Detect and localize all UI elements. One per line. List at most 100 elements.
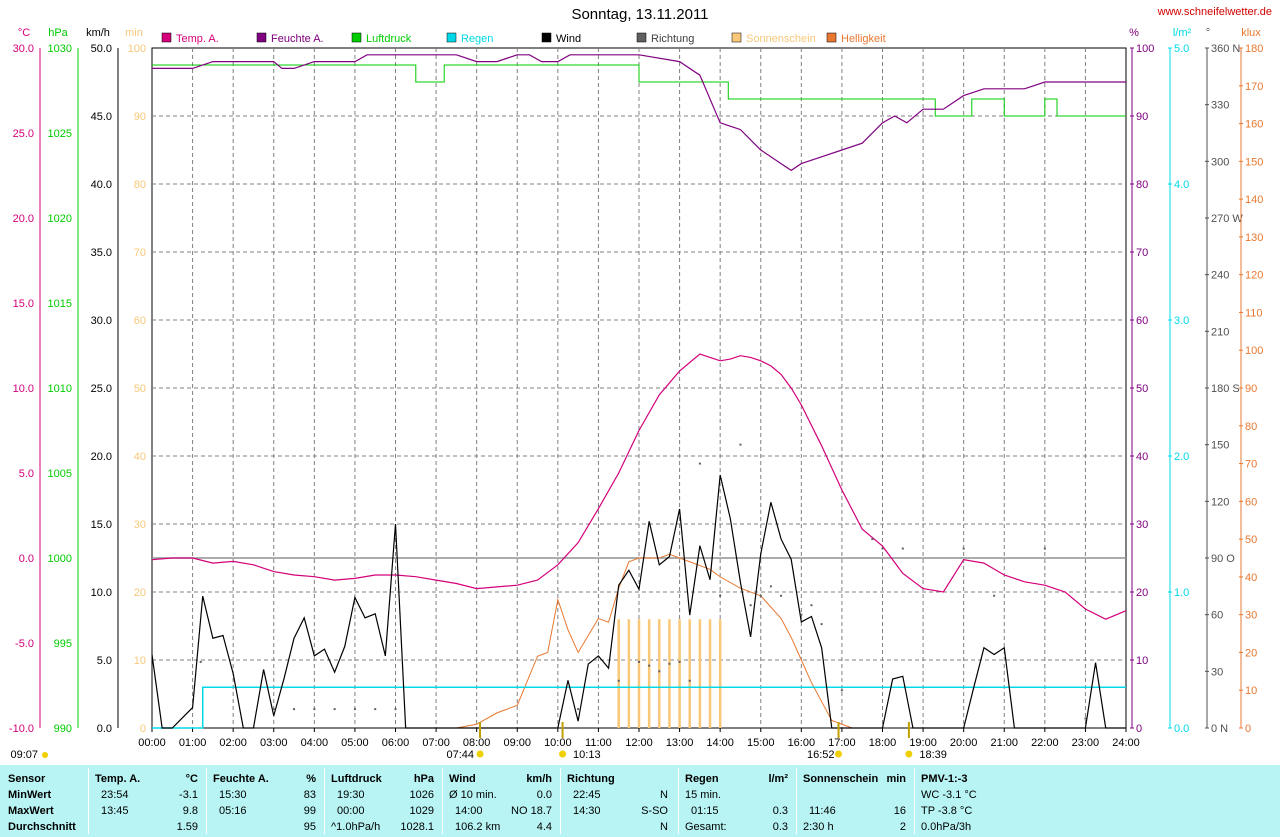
stats-pressure-unit: hPa (413, 773, 434, 785)
x-tick-label: 08:00 (463, 737, 491, 749)
pressure-axis-tick-label: 1020 (48, 213, 72, 225)
x-tick-label: 07:00 (422, 737, 450, 749)
max-marker-sun-icon (559, 750, 567, 758)
legend-swatch (826, 32, 837, 43)
lux-axis-tick-label: 140 (1245, 194, 1263, 206)
lux-axis-tick-label: 20 (1245, 647, 1257, 659)
direction-point (800, 613, 803, 616)
stats-rain-max-time: 01:15 (691, 805, 719, 817)
lux-axis-tick-label: 100 (1245, 345, 1263, 357)
wind-line (151, 474, 1126, 729)
pressure-axis-tick-label: 990 (54, 723, 72, 735)
direction-point (648, 664, 651, 667)
stats-direction-label: Richtung (567, 773, 615, 785)
humidity-axis-tick-label: 60 (1136, 315, 1148, 327)
stats-rain-total-label: Gesamt: (685, 821, 727, 833)
stats-row-avg: Durchschnitt (8, 821, 76, 833)
legend-label: Temp. A. (176, 33, 219, 45)
lux-axis-tick-label: 180 (1245, 43, 1263, 55)
direction-axis-tick-label: 270 W (1211, 213, 1243, 225)
direction-point (577, 708, 580, 711)
stats-humidity-min: 83 (303, 789, 316, 801)
stats-pressure-max-time: 00:00 (337, 805, 365, 817)
x-tick-label: 21:00 (990, 737, 1018, 749)
x-tick-label: 13:00 (666, 737, 694, 749)
x-tick-label: 14:00 (706, 737, 734, 749)
stats-sunshine-max: 16 (893, 805, 906, 817)
pressure-line (152, 64, 1126, 117)
legend-label: Luftdruck (366, 33, 412, 45)
legend-swatch (731, 32, 742, 43)
direction-point (688, 679, 691, 682)
wind-axis-tick-label: 20.0 (91, 451, 112, 463)
direction-axis-tick-label: 150 (1211, 440, 1229, 452)
start-sun-icon (42, 752, 48, 758)
direction-point (881, 547, 884, 550)
direction-axis-tick-label: 180 S (1211, 383, 1240, 395)
x-tick-label: 11:00 (585, 737, 612, 749)
direction-point (749, 604, 752, 607)
sunset-label: 16:52 (807, 749, 835, 761)
legend-label: Wind (556, 33, 581, 45)
stats-direction-avg: N (660, 821, 668, 833)
wind-axis-tick-label: 50.0 (91, 43, 112, 55)
wind-axis-tick-label: 5.0 (97, 655, 112, 667)
x-tick-label: 04:00 (301, 737, 329, 749)
x-tick-label: 22:00 (1031, 737, 1059, 749)
statistics-panel: Sensor MinWert MaxWert Durchschnitt Temp… (0, 765, 1280, 837)
chart-title: Sonntag, 13.11.2011 (571, 6, 709, 23)
rain-axis-tick-label: 4.0 (1174, 179, 1189, 191)
x-tick-label: 03:00 (260, 737, 288, 749)
lux-axis-tick-label: 0 (1245, 723, 1251, 735)
rain-axis-tick-label: 0.0 (1174, 723, 1189, 735)
stats-row-min: MinWert (8, 789, 52, 801)
humidity-axis-tick-label: 0 (1136, 723, 1142, 735)
website-link[interactable]: www.schneifelwetter.de (1157, 6, 1272, 18)
stats-sunshine-max-time: 11:46 (809, 805, 836, 817)
temp-axis-unit: °C (18, 27, 30, 39)
stats-pmv-label: PMV-1:-3 (921, 773, 968, 785)
lux-axis-tick-label: 130 (1245, 232, 1263, 244)
max-marker-label: 10:13 (573, 749, 601, 761)
direction-point (617, 679, 620, 682)
humidity-axis-tick-label: 100 (1136, 43, 1154, 55)
direction-point (293, 708, 296, 711)
legend-label: Helligkeit (841, 33, 886, 45)
x-tick-label: 18:00 (869, 737, 897, 749)
lux-axis-tick-label: 40 (1245, 572, 1257, 584)
stats-wind-label: Wind (449, 773, 476, 785)
direction-point (668, 662, 671, 665)
humidity-axis-tick-label: 30 (1136, 519, 1148, 531)
direction-point (810, 604, 813, 607)
lux-axis-tick-label: 170 (1245, 81, 1263, 93)
pressure-axis-tick-label: 1010 (48, 383, 72, 395)
direction-point (993, 594, 996, 597)
wind-axis-tick-label: 15.0 (91, 519, 112, 531)
stats-pressure-avg: 1028.1 (400, 821, 434, 833)
lux-axis-tick-label: 50 (1245, 534, 1257, 546)
x-tick-label: 15:00 (747, 737, 775, 749)
lux-axis-tick-label: 80 (1245, 421, 1257, 433)
stats-pressure-trend: ^1.0hPa/h (331, 821, 381, 833)
direction-point (769, 585, 772, 588)
humidity-axis-tick-label: 80 (1136, 179, 1148, 191)
stats-pressure-min-time: 19:30 (337, 789, 365, 801)
legend-label: Feuchte A. (271, 33, 324, 45)
legend-swatch (351, 32, 362, 43)
stats-humidity-column: Feuchte A. % 15:30 83 05:16 99 95 (207, 765, 324, 837)
pressure-axis-tick-label: 1000 (48, 553, 72, 565)
direction-point (313, 708, 316, 711)
direction-point (719, 594, 722, 597)
x-tick-label: 05:00 (341, 737, 369, 749)
stats-pressure-label: Luftdruck (331, 773, 382, 785)
stats-humidity-max: 99 (303, 805, 316, 817)
temp-axis-tick-label: -5.0 (15, 638, 34, 650)
brightness-line (456, 553, 863, 729)
humidity-axis-unit: % (1129, 27, 1139, 39)
direction-point (759, 594, 762, 597)
direction-point (901, 547, 904, 550)
stats-temp-max: 9.8 (182, 805, 198, 817)
stats-rain-column: Regen l/m² 15 min. 01:15 0.3 Gesamt: 0.3 (679, 765, 796, 837)
stats-humidity-max-time: 05:16 (219, 805, 247, 817)
direction-axis-tick-label: 240 (1211, 270, 1229, 282)
